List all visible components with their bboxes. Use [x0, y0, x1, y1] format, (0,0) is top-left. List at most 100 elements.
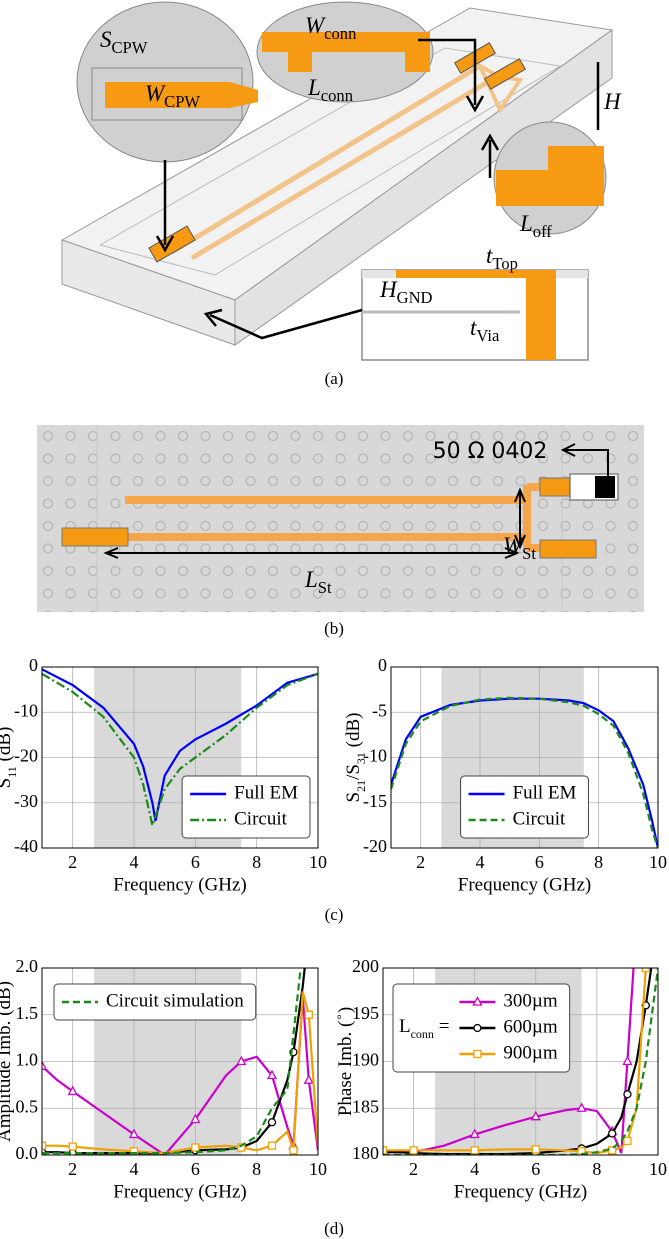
series-group [42, 668, 318, 830]
x-tick-label: 8 [252, 852, 261, 872]
symbol: t [486, 243, 493, 268]
symbol: t [470, 315, 477, 340]
text-part: = [434, 1016, 449, 1037]
subscript: 31 [354, 752, 368, 764]
port [483, 58, 527, 90]
symbol: L [519, 211, 533, 236]
x-tick-label: 8 [592, 1159, 601, 1179]
y-axis-label: Amplitude Imb. (dB) [0, 981, 15, 1142]
port [148, 225, 196, 263]
y-tick-label: 2.0 [16, 956, 39, 976]
series-line [383, 968, 653, 1155]
legend-label: Circuit simulation [106, 990, 244, 1011]
x-tick-label: 8 [252, 1159, 261, 1179]
marker [530, 1110, 541, 1121]
y-tick-label: 185 [352, 1096, 379, 1116]
subscript: conn [321, 86, 354, 105]
text-part: (dB) [343, 712, 364, 752]
marker [623, 1090, 632, 1099]
legend: Full EM Circuit [460, 775, 589, 839]
symbol-label: LSt [304, 567, 332, 596]
marker [289, 1146, 298, 1155]
symbol-label: H [603, 89, 622, 114]
marker [469, 1128, 480, 1139]
marker [470, 1146, 479, 1155]
section-via [526, 278, 556, 360]
subscript: GND [397, 288, 433, 307]
y-tick-label: 195 [352, 1003, 379, 1023]
marker [42, 1060, 48, 1070]
vias [37, 425, 644, 612]
legend-label: Full EM [234, 782, 298, 803]
y-tick-label: -15 [363, 791, 387, 811]
chart: 2 4 6 8 10 0.0 0.5 1.0 1.5 2.0 Frequency (GHz) Ampl… [0, 956, 327, 1202]
chart: 2 4 6 8 10 -40 -30 -20 -10 0 Frequency (GHz) S11 (d… [0, 655, 327, 895]
marker [383, 1146, 388, 1155]
legend: Circuit simulation [53, 983, 257, 1021]
legend-label: Circuit [513, 808, 566, 829]
y-tick-label: -20 [363, 836, 387, 856]
x-tick-label: 6 [191, 1159, 200, 1179]
marker [236, 1055, 247, 1066]
series-group [391, 696, 658, 848]
legend: Lconn = 300µm 600µm 900µm [392, 983, 571, 1073]
series-group [42, 968, 318, 1155]
marker [303, 1074, 314, 1084]
symbol: H [603, 89, 622, 114]
marker [237, 1143, 246, 1152]
subscript: Via [476, 326, 500, 345]
resistor-body [595, 476, 615, 498]
section-metal [396, 270, 556, 278]
symbol: L [307, 75, 321, 100]
x-tick-label: 4 [130, 1159, 139, 1179]
marker [304, 1010, 313, 1019]
x-axis-label: Frequency (GHz) [113, 874, 246, 895]
subscript: off [533, 222, 552, 241]
symbol-label: SCPW [100, 27, 148, 56]
plot-frame [382, 967, 659, 1156]
arrows [155, 38, 600, 340]
subscript: St [522, 544, 536, 563]
text-part: L [399, 1016, 411, 1037]
subscript: conn [411, 1027, 434, 1041]
legend-title: Lconn = [399, 1016, 449, 1040]
text-part: Amplitude Imb. (dB) [0, 981, 15, 1142]
y-tick-label: -5 [372, 700, 387, 720]
text-part: S [343, 792, 364, 803]
subscript: 21 [354, 780, 368, 792]
legend-label: Circuit [234, 808, 287, 829]
y-axis-label: S21/S31 (dB) [343, 712, 367, 802]
legend-label: 300µm [503, 990, 557, 1011]
series-line [383, 968, 635, 1154]
y-tick-label: -30 [14, 791, 38, 811]
port [539, 539, 597, 559]
marker [531, 1145, 540, 1154]
text-part: (dB) [0, 727, 15, 767]
plot-frame [41, 967, 319, 1156]
series-line [391, 697, 658, 848]
text-part: S [0, 778, 15, 789]
plot-frame [41, 666, 319, 849]
y-tick-label: 1.0 [16, 1050, 39, 1070]
subscript: CPW [112, 38, 148, 57]
marker [68, 1142, 77, 1151]
chart: 2 4 6 8 10 180 185 190 195 200 Frequency (GHz) Phas… [332, 956, 667, 1202]
symbol-label: WCPW [145, 81, 200, 110]
marker [266, 1069, 278, 1080]
x-axis-label: Frequency (GHz) [458, 874, 591, 895]
symbol-label: tVia [470, 315, 500, 344]
y-tick-label: 1.5 [16, 1003, 39, 1023]
marker [608, 1129, 617, 1138]
subscript: CPW [164, 92, 200, 111]
marker [267, 1118, 277, 1127]
symbol: W [305, 13, 326, 38]
x-tick-label: 6 [531, 1159, 540, 1179]
x-tick-label: 4 [470, 1159, 479, 1179]
caption: (b) [324, 619, 344, 638]
x-axis-label: Frequency (GHz) [454, 1181, 587, 1202]
marker [473, 1049, 482, 1059]
legend-box [181, 775, 311, 839]
x-tick-label: 8 [594, 852, 603, 872]
series-line [42, 991, 318, 1155]
